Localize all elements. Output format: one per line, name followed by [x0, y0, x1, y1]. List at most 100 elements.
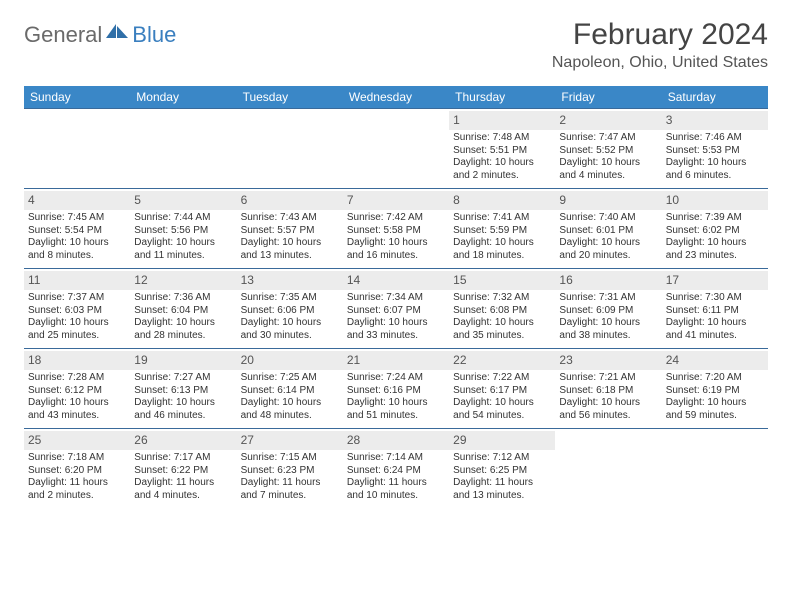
sunset-line: Sunset: 6:06 PM [241, 305, 339, 318]
daylight-line-1: Daylight: 10 hours [453, 317, 551, 330]
sunrise-line: Sunrise: 7:28 AM [28, 372, 126, 385]
daylight-line-1: Daylight: 10 hours [559, 317, 657, 330]
sunset-line: Sunset: 6:19 PM [666, 385, 764, 398]
calendar-cell: 3Sunrise: 7:46 AMSunset: 5:53 PMDaylight… [662, 108, 768, 188]
calendar-cell [662, 428, 768, 508]
calendar-cell: 16Sunrise: 7:31 AMSunset: 6:09 PMDayligh… [555, 268, 661, 348]
daylight-line-1: Daylight: 10 hours [453, 397, 551, 410]
sunset-line: Sunset: 6:23 PM [241, 465, 339, 478]
daylight-line-2: and 56 minutes. [559, 410, 657, 423]
day-number: 10 [662, 191, 768, 210]
daylight-line-1: Daylight: 10 hours [134, 317, 232, 330]
daylight-line-2: and 20 minutes. [559, 250, 657, 263]
calendar-cell: 8Sunrise: 7:41 AMSunset: 5:59 PMDaylight… [449, 188, 555, 268]
sunrise-line: Sunrise: 7:17 AM [134, 452, 232, 465]
calendar-cell: 1Sunrise: 7:48 AMSunset: 5:51 PMDaylight… [449, 108, 555, 188]
daylight-line-2: and 30 minutes. [241, 330, 339, 343]
sunset-line: Sunset: 6:17 PM [453, 385, 551, 398]
calendar-cell: 5Sunrise: 7:44 AMSunset: 5:56 PMDaylight… [130, 188, 236, 268]
day-number: 5 [130, 191, 236, 210]
daylight-line-2: and 11 minutes. [134, 250, 232, 263]
daylight-line-1: Daylight: 10 hours [347, 317, 445, 330]
calendar-cell: 27Sunrise: 7:15 AMSunset: 6:23 PMDayligh… [237, 428, 343, 508]
calendar-cell: 18Sunrise: 7:28 AMSunset: 6:12 PMDayligh… [24, 348, 130, 428]
daylight-line-2: and 23 minutes. [666, 250, 764, 263]
calendar-cell [130, 108, 236, 188]
sunset-line: Sunset: 5:59 PM [453, 225, 551, 238]
daylight-line-1: Daylight: 11 hours [453, 477, 551, 490]
daylight-line-1: Daylight: 10 hours [666, 157, 764, 170]
daylight-line-1: Daylight: 10 hours [559, 397, 657, 410]
flag-icon [106, 24, 130, 47]
sunset-line: Sunset: 5:53 PM [666, 145, 764, 158]
sunrise-line: Sunrise: 7:20 AM [666, 372, 764, 385]
sunrise-line: Sunrise: 7:42 AM [347, 212, 445, 225]
sunrise-line: Sunrise: 7:41 AM [453, 212, 551, 225]
title-block: February 2024 Napoleon, Ohio, United Sta… [552, 18, 768, 72]
day-number: 2 [555, 111, 661, 130]
daylight-line-1: Daylight: 10 hours [666, 237, 764, 250]
day-number: 20 [237, 351, 343, 370]
daylight-line-2: and 2 minutes. [453, 170, 551, 183]
sunrise-line: Sunrise: 7:27 AM [134, 372, 232, 385]
daylight-line-1: Daylight: 11 hours [28, 477, 126, 490]
daylight-line-1: Daylight: 10 hours [241, 237, 339, 250]
day-header: Tuesday [237, 86, 343, 108]
calendar-cell: 25Sunrise: 7:18 AMSunset: 6:20 PMDayligh… [24, 428, 130, 508]
sunset-line: Sunset: 6:02 PM [666, 225, 764, 238]
day-number: 26 [130, 431, 236, 450]
day-number: 22 [449, 351, 555, 370]
sunset-line: Sunset: 6:12 PM [28, 385, 126, 398]
sunset-line: Sunset: 5:57 PM [241, 225, 339, 238]
day-number: 25 [24, 431, 130, 450]
day-number: 7 [343, 191, 449, 210]
day-header: Saturday [662, 86, 768, 108]
month-title: February 2024 [552, 18, 768, 52]
daylight-line-1: Daylight: 10 hours [559, 157, 657, 170]
calendar-cell: 11Sunrise: 7:37 AMSunset: 6:03 PMDayligh… [24, 268, 130, 348]
sunrise-line: Sunrise: 7:18 AM [28, 452, 126, 465]
daylight-line-1: Daylight: 10 hours [347, 397, 445, 410]
daylight-line-2: and 25 minutes. [28, 330, 126, 343]
daylight-line-1: Daylight: 10 hours [453, 157, 551, 170]
daylight-line-2: and 6 minutes. [666, 170, 764, 183]
daylight-line-2: and 7 minutes. [241, 490, 339, 503]
daylight-line-2: and 46 minutes. [134, 410, 232, 423]
sunset-line: Sunset: 6:18 PM [559, 385, 657, 398]
calendar-cell: 26Sunrise: 7:17 AMSunset: 6:22 PMDayligh… [130, 428, 236, 508]
sunset-line: Sunset: 5:56 PM [134, 225, 232, 238]
day-number: 9 [555, 191, 661, 210]
day-number: 13 [237, 271, 343, 290]
daylight-line-1: Daylight: 10 hours [28, 317, 126, 330]
calendar-cell: 20Sunrise: 7:25 AMSunset: 6:14 PMDayligh… [237, 348, 343, 428]
sunrise-line: Sunrise: 7:14 AM [347, 452, 445, 465]
sunset-line: Sunset: 6:16 PM [347, 385, 445, 398]
calendar-grid: SundayMondayTuesdayWednesdayThursdayFrid… [24, 86, 768, 508]
daylight-line-1: Daylight: 10 hours [559, 237, 657, 250]
daylight-line-2: and 28 minutes. [134, 330, 232, 343]
daylight-line-1: Daylight: 11 hours [241, 477, 339, 490]
daylight-line-2: and 13 minutes. [453, 490, 551, 503]
calendar-cell: 23Sunrise: 7:21 AMSunset: 6:18 PMDayligh… [555, 348, 661, 428]
calendar-cell [237, 108, 343, 188]
calendar-cell [24, 108, 130, 188]
calendar-cell: 17Sunrise: 7:30 AMSunset: 6:11 PMDayligh… [662, 268, 768, 348]
sunset-line: Sunset: 6:11 PM [666, 305, 764, 318]
day-number: 18 [24, 351, 130, 370]
sunset-line: Sunset: 6:07 PM [347, 305, 445, 318]
calendar-cell: 14Sunrise: 7:34 AMSunset: 6:07 PMDayligh… [343, 268, 449, 348]
daylight-line-1: Daylight: 10 hours [134, 237, 232, 250]
calendar-cell [555, 428, 661, 508]
sunrise-line: Sunrise: 7:37 AM [28, 292, 126, 305]
sunrise-line: Sunrise: 7:31 AM [559, 292, 657, 305]
daylight-line-2: and 41 minutes. [666, 330, 764, 343]
sunrise-line: Sunrise: 7:24 AM [347, 372, 445, 385]
day-number: 14 [343, 271, 449, 290]
daylight-line-2: and 38 minutes. [559, 330, 657, 343]
daylight-line-1: Daylight: 10 hours [28, 237, 126, 250]
daylight-line-2: and 4 minutes. [134, 490, 232, 503]
day-number: 28 [343, 431, 449, 450]
daylight-line-2: and 13 minutes. [241, 250, 339, 263]
sunrise-line: Sunrise: 7:25 AM [241, 372, 339, 385]
calendar-cell: 2Sunrise: 7:47 AMSunset: 5:52 PMDaylight… [555, 108, 661, 188]
